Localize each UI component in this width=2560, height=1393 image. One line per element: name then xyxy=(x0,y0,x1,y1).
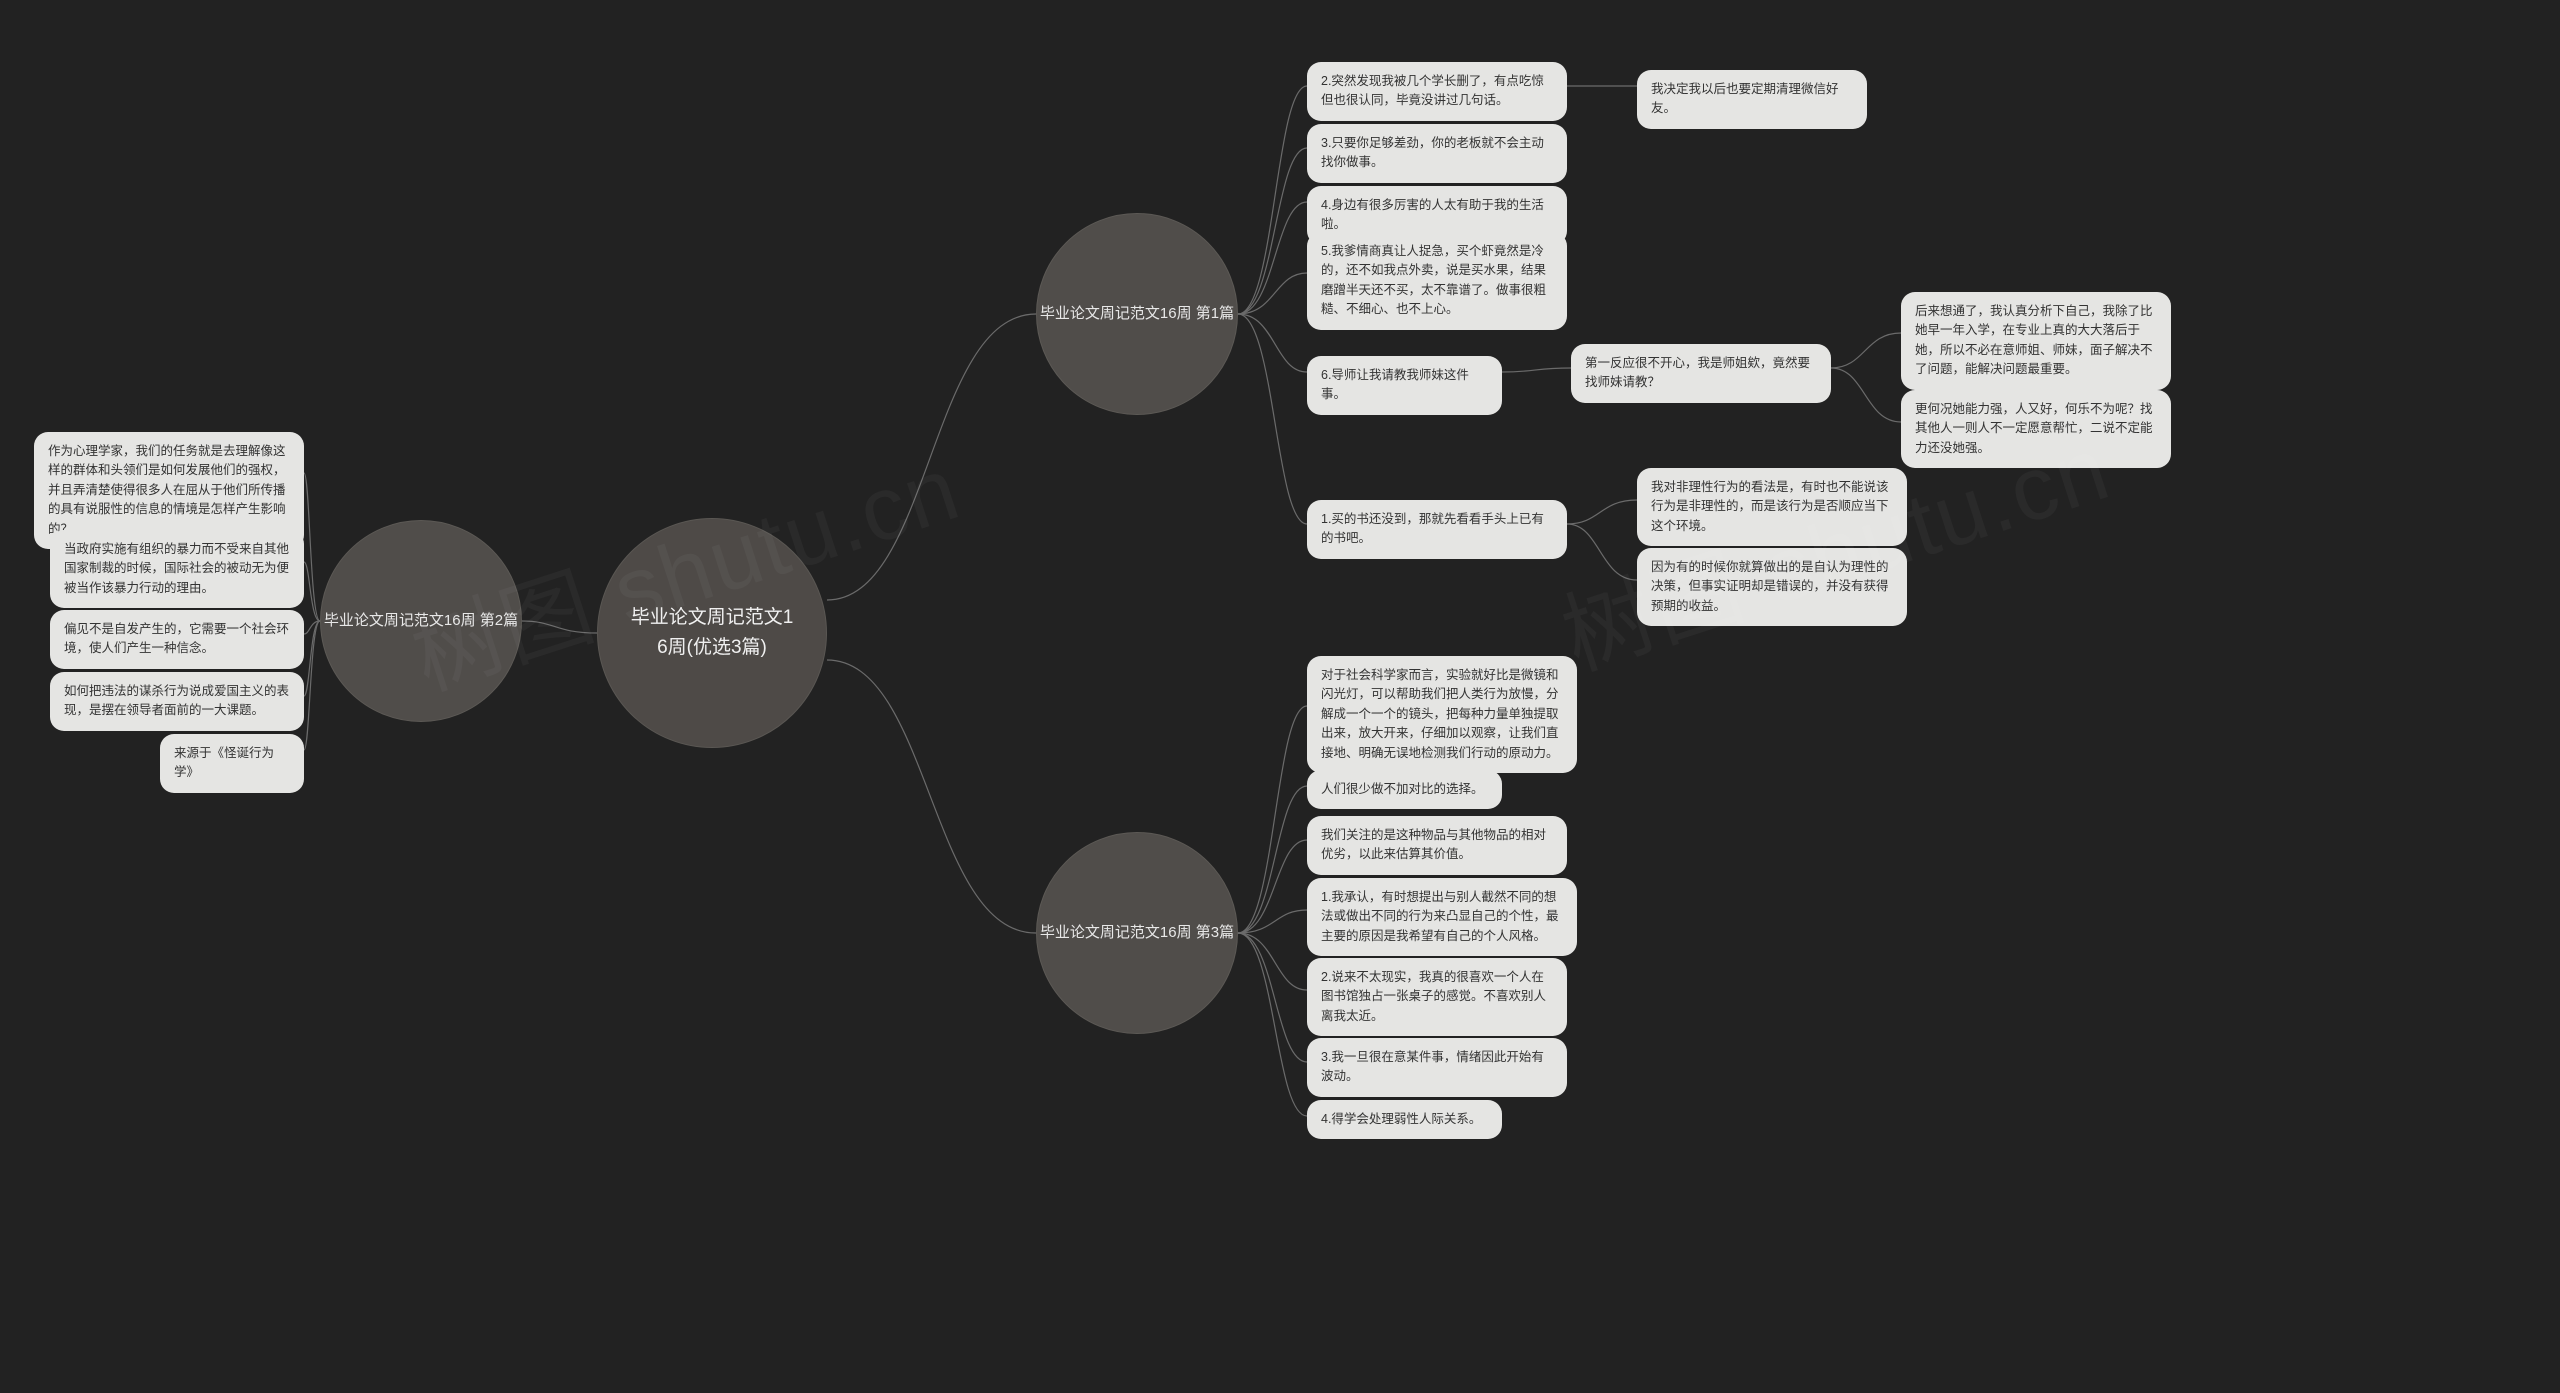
leaf-node[interactable]: 更何况她能力强，人又好，何乐不为呢？找其他人一则人不一定愿意帮忙，二说不定能力还… xyxy=(1901,390,2171,468)
center-node[interactable]: 毕业论文周记范文16周(优选3篇) xyxy=(597,518,827,748)
leaf-node[interactable]: 因为有的时候你就算做出的是自认为理性的决策，但事实证明却是错误的，并没有获得预期… xyxy=(1637,548,1907,626)
connector xyxy=(1567,500,1637,524)
leaf-node-label: 如何把违法的谋杀行为说成爱国主义的表现，是摆在领导者面前的一大课题。 xyxy=(64,682,290,721)
connector xyxy=(1238,314,1307,372)
connector xyxy=(304,473,320,621)
leaf-node[interactable]: 6.导师让我请教我师妹这件事。 xyxy=(1307,356,1502,415)
leaf-node-label: 当政府实施有组织的暴力而不受来自其他国家制裁的时候，国际社会的被动无为便被当作该… xyxy=(64,540,290,598)
leaf-node[interactable]: 1.买的书还没到，那就先看看手头上已有的书吧。 xyxy=(1307,500,1567,559)
leaf-node-label: 更何况她能力强，人又好，何乐不为呢？找其他人一则人不一定愿意帮忙，二说不定能力还… xyxy=(1915,400,2157,458)
leaf-node[interactable]: 对于社会科学家而言，实验就好比是微镜和闪光灯，可以帮助我们把人类行为放慢，分解成… xyxy=(1307,656,1577,773)
center-node-label: 毕业论文周记范文16周(优选3篇) xyxy=(628,603,796,664)
connector xyxy=(1238,933,1307,990)
leaf-node[interactable]: 我决定我以后也要定期清理微信好友。 xyxy=(1637,70,1867,129)
connector xyxy=(1831,368,1901,422)
connector xyxy=(1238,148,1307,314)
leaf-node-label: 1.我承认，有时想提出与别人截然不同的想法或做出不同的行为来凸显自己的个性，最主… xyxy=(1321,888,1563,946)
leaf-node-label: 2.突然发现我被几个学长删了，有点吃惊但也很认同，毕竟没讲过几句话。 xyxy=(1321,72,1553,111)
leaf-node-label: 1.买的书还没到，那就先看看手头上已有的书吧。 xyxy=(1321,510,1553,549)
connector xyxy=(304,621,320,696)
leaf-node-label: 3.只要你足够差劲，你的老板就不会主动找你做事。 xyxy=(1321,134,1553,173)
leaf-node[interactable]: 我对非理性行为的看法是，有时也不能说该行为是非理性的，而是该行为是否顺应当下这个… xyxy=(1637,468,1907,546)
branch-node[interactable]: 毕业论文周记范文16周 第2篇 xyxy=(320,520,522,722)
connector xyxy=(1238,86,1307,314)
leaf-node-label: 作为心理学家，我们的任务就是去理解像这样的群体和头领们是如何发展他们的强权，并且… xyxy=(48,442,290,539)
connector xyxy=(1238,202,1307,314)
leaf-node[interactable]: 5.我爹情商真让人捉急，买个虾竟然是冷的，还不如我点外卖，说是买水果，结果磨蹭半… xyxy=(1307,232,1567,330)
connector xyxy=(1831,333,1901,368)
connector xyxy=(1238,933,1307,1062)
connector xyxy=(1238,273,1307,314)
connector xyxy=(1238,314,1307,524)
leaf-node-label: 对于社会科学家而言，实验就好比是微镜和闪光灯，可以帮助我们把人类行为放慢，分解成… xyxy=(1321,666,1563,763)
leaf-node-label: 人们很少做不加对比的选择。 xyxy=(1321,780,1484,799)
leaf-node-label: 5.我爹情商真让人捉急，买个虾竟然是冷的，还不如我点外卖，说是买水果，结果磨蹭半… xyxy=(1321,242,1553,320)
branch-node-label: 毕业论文周记范文16周 第3篇 xyxy=(1040,922,1234,945)
leaf-node-label: 我决定我以后也要定期清理微信好友。 xyxy=(1651,80,1853,119)
connector xyxy=(827,660,1036,933)
leaf-node[interactable]: 3.只要你足够差劲，你的老板就不会主动找你做事。 xyxy=(1307,124,1567,183)
leaf-node-label: 我们关注的是这种物品与其他物品的相对优劣，以此来估算其价值。 xyxy=(1321,826,1553,865)
branch-node-label: 毕业论文周记范文16周 第1篇 xyxy=(1040,303,1234,326)
leaf-node[interactable]: 后来想通了，我认真分析下自己，我除了比她早一年入学，在专业上真的大大落后于她，所… xyxy=(1901,292,2171,390)
connector xyxy=(1567,524,1637,580)
leaf-node[interactable]: 3.我一旦很在意某件事，情绪因此开始有波动。 xyxy=(1307,1038,1567,1097)
connector xyxy=(304,621,320,750)
connector xyxy=(1238,910,1307,933)
connector xyxy=(1238,786,1307,933)
leaf-node[interactable]: 2.说来不太现实，我真的很喜欢一个人在图书馆独占一张桌子的感觉。不喜欢别人离我太… xyxy=(1307,958,1567,1036)
connector xyxy=(1238,933,1307,1116)
leaf-node-label: 4.身边有很多厉害的人太有助于我的生活啦。 xyxy=(1321,196,1553,235)
leaf-node-label: 3.我一旦很在意某件事，情绪因此开始有波动。 xyxy=(1321,1048,1553,1087)
leaf-node-label: 2.说来不太现实，我真的很喜欢一个人在图书馆独占一张桌子的感觉。不喜欢别人离我太… xyxy=(1321,968,1553,1026)
leaf-node[interactable]: 4.得学会处理弱性人际关系。 xyxy=(1307,1100,1502,1139)
connector xyxy=(1238,706,1307,933)
leaf-node-label: 第一反应很不开心，我是师姐欸，竟然要找师妹请教？ xyxy=(1585,354,1817,393)
connector xyxy=(304,621,320,634)
leaf-node[interactable]: 如何把违法的谋杀行为说成爱国主义的表现，是摆在领导者面前的一大课题。 xyxy=(50,672,304,731)
leaf-node-label: 偏见不是自发产生的，它需要一个社会环境，使人们产生一种信念。 xyxy=(64,620,290,659)
connector xyxy=(1238,840,1307,933)
connector xyxy=(1502,368,1571,372)
leaf-node[interactable]: 来源于《怪诞行为学》 xyxy=(160,734,304,793)
leaf-node[interactable]: 人们很少做不加对比的选择。 xyxy=(1307,770,1502,809)
leaf-node-label: 我对非理性行为的看法是，有时也不能说该行为是非理性的，而是该行为是否顺应当下这个… xyxy=(1651,478,1893,536)
connector xyxy=(827,314,1036,600)
leaf-node[interactable]: 1.我承认，有时想提出与别人截然不同的想法或做出不同的行为来凸显自己的个性，最主… xyxy=(1307,878,1577,956)
leaf-node[interactable]: 偏见不是自发产生的，它需要一个社会环境，使人们产生一种信念。 xyxy=(50,610,304,669)
branch-node-label: 毕业论文周记范文16周 第2篇 xyxy=(324,610,518,633)
leaf-node[interactable]: 当政府实施有组织的暴力而不受来自其他国家制裁的时候，国际社会的被动无为便被当作该… xyxy=(50,530,304,608)
leaf-node[interactable]: 第一反应很不开心，我是师姐欸，竟然要找师妹请教？ xyxy=(1571,344,1831,403)
leaf-node-label: 6.导师让我请教我师妹这件事。 xyxy=(1321,366,1488,405)
leaf-node-label: 来源于《怪诞行为学》 xyxy=(174,744,290,783)
branch-node[interactable]: 毕业论文周记范文16周 第3篇 xyxy=(1036,832,1238,1034)
leaf-node-label: 后来想通了，我认真分析下自己，我除了比她早一年入学，在专业上真的大大落后于她，所… xyxy=(1915,302,2157,380)
leaf-node[interactable]: 2.突然发现我被几个学长删了，有点吃惊但也很认同，毕竟没讲过几句话。 xyxy=(1307,62,1567,121)
connector xyxy=(304,562,320,621)
leaf-node[interactable]: 我们关注的是这种物品与其他物品的相对优劣，以此来估算其价值。 xyxy=(1307,816,1567,875)
connector xyxy=(522,621,597,633)
leaf-node-label: 因为有的时候你就算做出的是自认为理性的决策，但事实证明却是错误的，并没有获得预期… xyxy=(1651,558,1893,616)
leaf-node-label: 4.得学会处理弱性人际关系。 xyxy=(1321,1110,1481,1129)
branch-node[interactable]: 毕业论文周记范文16周 第1篇 xyxy=(1036,213,1238,415)
